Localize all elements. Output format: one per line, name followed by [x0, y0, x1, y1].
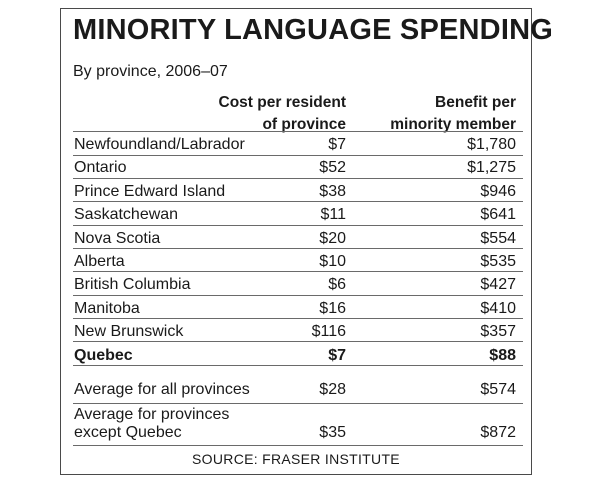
- row-province: New Brunswick: [74, 323, 184, 341]
- row-divider: [73, 271, 523, 272]
- column-header-benefit-line2: minority member: [390, 116, 516, 133]
- chart-subtitle: By province, 2006–07: [73, 63, 228, 80]
- row-divider: [73, 294, 523, 296]
- column-header-cost-line2: of province: [262, 116, 346, 133]
- average-label: Average for all provinces: [74, 381, 250, 398]
- row-divider: [73, 131, 523, 132]
- row-province: Saskatchewan: [74, 206, 179, 224]
- row-divider: [73, 364, 523, 366]
- row-divider: [73, 248, 523, 249]
- row-divider: [73, 178, 523, 179]
- average-except-benefit-value: $872: [480, 424, 516, 441]
- column-header-benefit: Benefit per minority member: [390, 92, 516, 136]
- row-province: Ontario: [74, 159, 127, 177]
- row-benefit-value: $641: [480, 206, 516, 224]
- column-header-cost-line1: Cost per resident: [218, 94, 346, 111]
- row-cost-value: $52: [319, 159, 346, 177]
- row-province: Alberta: [74, 253, 125, 270]
- row-cost-value: $6: [328, 276, 346, 294]
- row-divider: [73, 154, 523, 156]
- row-benefit-value: $535: [480, 253, 516, 270]
- row-cost-value: $10: [319, 253, 346, 270]
- row-cost-value: $38: [319, 182, 346, 200]
- row-cost-value: $7: [328, 346, 346, 364]
- row-cost-value: $16: [319, 299, 346, 317]
- row-cost-value: $7: [328, 136, 346, 153]
- row-divider: [73, 341, 523, 342]
- row-benefit-value: $1,275: [467, 159, 516, 177]
- average-except-cost-value: $35: [319, 424, 346, 441]
- row-benefit-value: $357: [480, 323, 516, 341]
- row-cost-value: $116: [311, 323, 346, 341]
- row-benefit-value: $410: [480, 299, 516, 317]
- row-cost-value: $11: [320, 206, 346, 224]
- average-cost-value: $28: [319, 381, 346, 398]
- row-divider: [73, 445, 523, 446]
- row-province: Manitoba: [74, 299, 140, 317]
- row-cost-value: $20: [319, 229, 346, 247]
- row-province: Newfoundland/Labrador: [74, 136, 245, 153]
- row-province: Quebec: [74, 346, 133, 364]
- table-frame: [60, 8, 532, 475]
- row-benefit-value: $427: [480, 276, 516, 294]
- row-province: Prince Edward Island: [74, 182, 226, 200]
- average-except-label-line1: Average for provinces: [74, 406, 230, 423]
- source-note: SOURCE: FRASER INSTITUTE: [192, 451, 400, 467]
- row-benefit-value: $1,780: [467, 136, 516, 153]
- row-benefit-value: $554: [480, 229, 516, 247]
- row-benefit-value: $88: [489, 346, 516, 364]
- column-header-cost: Cost per resident of province: [219, 92, 346, 136]
- row-province: British Columbia: [74, 276, 191, 294]
- row-province: Nova Scotia: [74, 229, 161, 247]
- row-divider: [73, 201, 523, 202]
- row-divider: [73, 317, 523, 319]
- chart-title: MINORITY LANGUAGE SPENDING: [73, 14, 553, 46]
- average-except-label: Average for provinces except Quebec: [74, 406, 229, 442]
- row-benefit-value: $946: [480, 182, 516, 200]
- average-benefit-value: $574: [480, 381, 516, 398]
- column-header-benefit-line1: Benefit per: [435, 94, 516, 111]
- row-divider: [73, 402, 523, 404]
- row-divider: [73, 224, 523, 226]
- average-except-label-line2: except Quebec: [74, 424, 182, 441]
